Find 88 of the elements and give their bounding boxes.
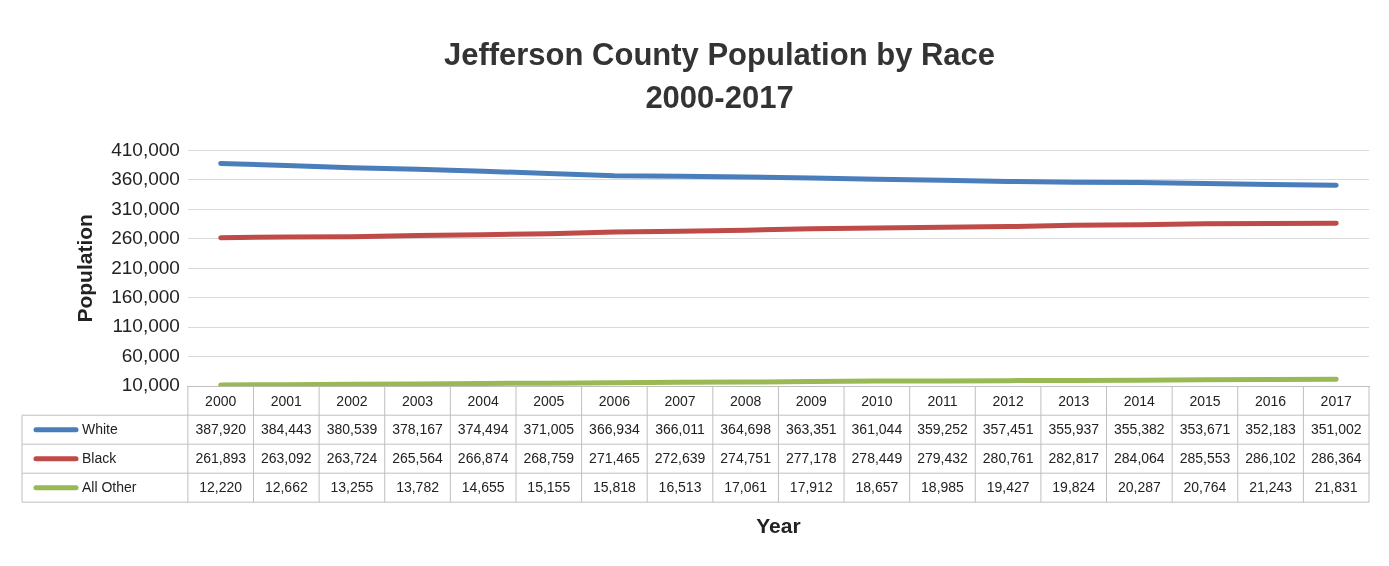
x-tick-label: 2010 (861, 393, 893, 410)
data-label: 282,817 (1048, 449, 1100, 466)
data-label: 363,351 (785, 420, 837, 437)
chart-title: Jefferson County Population by Race (443, 37, 996, 73)
y-tick-label: 410,000 (111, 138, 180, 160)
x-tick-label: 2001 (270, 393, 303, 410)
legend-label: White (82, 420, 118, 437)
data-label: 18,657 (855, 478, 899, 495)
x-tick-label: 2004 (467, 393, 499, 410)
data-label: 266,874 (457, 449, 509, 466)
data-label: 14,655 (461, 478, 505, 495)
data-label: 17,912 (789, 478, 833, 495)
y-tick-label: 260,000 (111, 227, 180, 249)
data-label: 380,539 (326, 420, 378, 437)
data-label: 277,178 (785, 449, 837, 466)
legend-label: All Other (82, 478, 137, 495)
data-label: 371,005 (523, 420, 575, 437)
x-tick-label: 2012 (992, 393, 1024, 410)
data-label: 278,449 (851, 449, 903, 466)
data-label: 353,671 (1179, 420, 1231, 437)
x-tick-label: 2011 (927, 393, 958, 410)
data-label: 21,831 (1314, 478, 1358, 495)
y-axis-title: Population (73, 214, 97, 323)
x-tick-label: 2002 (336, 393, 368, 410)
x-tick-label: 2007 (664, 393, 696, 410)
data-label: 20,764 (1183, 478, 1227, 495)
data-label: 279,432 (917, 449, 968, 466)
data-label: 357,451 (982, 420, 1034, 437)
x-tick-label: 2017 (1320, 393, 1352, 410)
data-label: 12,220 (199, 478, 243, 495)
y-tick-label: 10,000 (121, 374, 180, 396)
data-label: 351,002 (1310, 420, 1362, 437)
y-tick-label: 310,000 (111, 197, 180, 219)
data-label: 286,102 (1245, 449, 1297, 466)
data-label: 355,937 (1048, 420, 1100, 437)
x-tick-label: 2015 (1189, 393, 1221, 410)
data-label: 12,662 (264, 478, 308, 495)
x-tick-label: 2013 (1058, 393, 1090, 410)
data-label: 366,011 (655, 420, 706, 437)
data-label: 352,183 (1245, 420, 1297, 437)
data-label: 384,443 (261, 420, 312, 437)
x-tick-label: 2003 (401, 393, 434, 410)
data-label: 378,167 (392, 420, 444, 437)
data-label: 355,382 (1114, 420, 1165, 437)
data-label: 286,364 (1310, 449, 1362, 466)
data-label: 19,824 (1052, 478, 1096, 495)
data-label: 261,893 (195, 449, 247, 466)
data-label: 18,985 (921, 478, 965, 495)
data-label: 265,564 (392, 449, 444, 466)
data-label: 20,287 (1117, 478, 1161, 495)
x-tick-label: 2009 (795, 393, 828, 410)
data-label: 374,494 (457, 420, 509, 437)
data-label: 364,698 (720, 420, 772, 437)
x-tick-label: 2016 (1255, 393, 1287, 410)
x-axis-title: Year (756, 514, 801, 537)
data-label: 16,513 (658, 478, 702, 495)
x-tick-label: 2014 (1123, 393, 1156, 410)
data-label: 17,061 (724, 478, 768, 495)
data-label: 263,092 (261, 449, 312, 466)
data-label: 15,818 (592, 478, 637, 495)
x-tick-label: 2006 (598, 393, 631, 410)
data-label: 387,920 (195, 420, 247, 437)
data-label: 268,759 (523, 449, 575, 466)
data-label: 274,751 (720, 449, 772, 466)
data-label: 13,782 (396, 478, 440, 495)
data-label: 284,064 (1114, 449, 1165, 466)
y-tick-label: 60,000 (121, 344, 180, 366)
data-label: 359,252 (917, 420, 968, 437)
data-label: 361,044 (851, 420, 903, 437)
data-label: 15,155 (527, 478, 571, 495)
data-label: 263,724 (326, 449, 378, 466)
data-label: 285,553 (1179, 449, 1231, 466)
y-tick-label: 110,000 (112, 315, 180, 337)
x-tick-label: 2005 (533, 393, 565, 410)
data-label: 19,427 (986, 478, 1030, 495)
data-label: 280,761 (982, 449, 1034, 466)
x-tick-label: 2000 (205, 393, 237, 410)
chart-subtitle: 2000-2017 (645, 80, 794, 116)
y-tick-label: 160,000 (111, 286, 180, 308)
data-label: 21,243 (1249, 478, 1293, 495)
data-label: 271,465 (589, 449, 640, 466)
y-tick-label: 210,000 (111, 256, 180, 278)
x-tick-label: 2008 (730, 393, 762, 410)
data-label: 366,934 (589, 420, 640, 437)
legend-label: Black (82, 449, 118, 466)
data-label: 272,639 (654, 449, 706, 466)
data-label: 13,255 (330, 478, 374, 495)
y-tick-label: 360,000 (111, 168, 180, 190)
